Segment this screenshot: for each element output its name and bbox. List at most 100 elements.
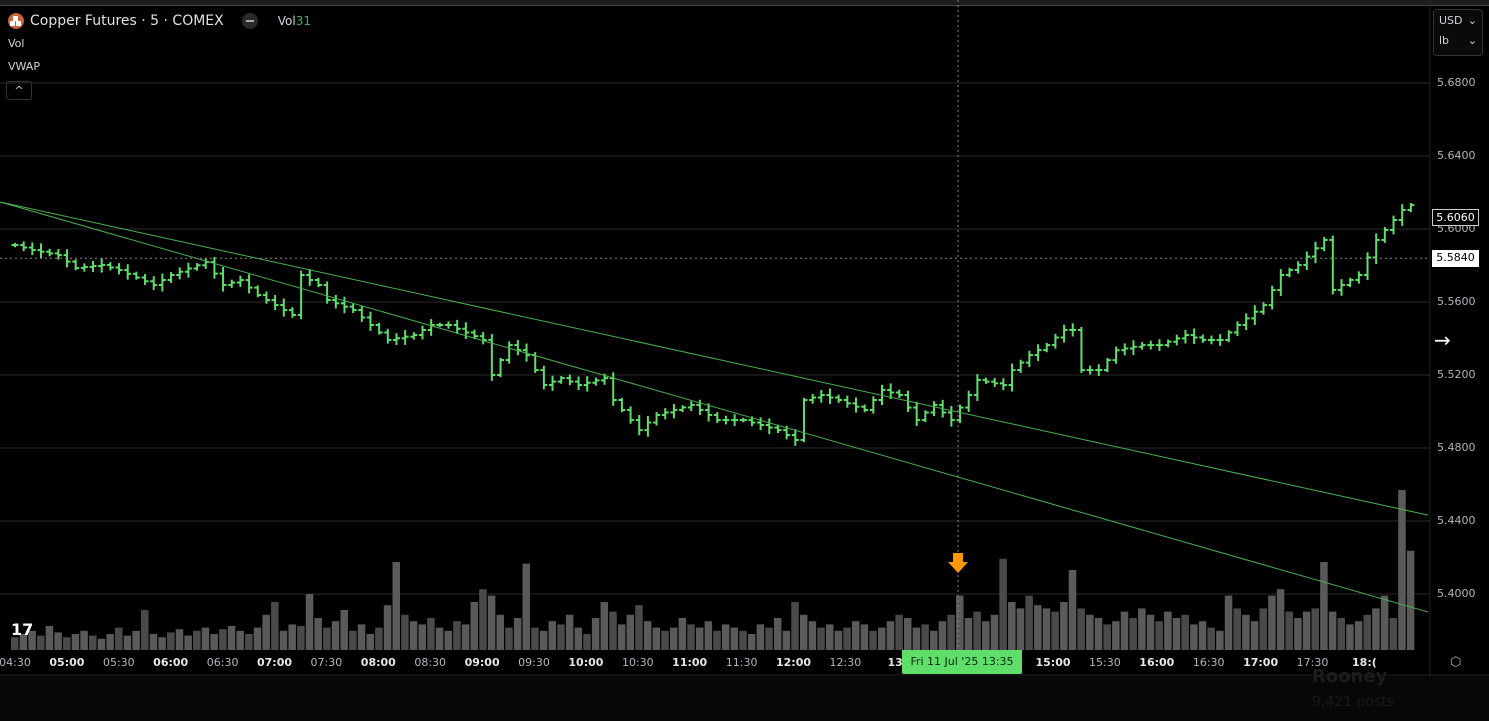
ohlc-bar xyxy=(228,279,236,288)
volume-bar xyxy=(349,630,357,650)
volume-bar xyxy=(739,630,747,650)
ohlc-bar xyxy=(973,374,981,401)
market-status-icon[interactable] xyxy=(241,13,258,29)
time-tick: 06:30 xyxy=(206,656,239,669)
volume-bar xyxy=(366,634,374,650)
volume-bar xyxy=(1077,608,1085,650)
ohlc-bar xyxy=(167,272,175,283)
ohlc-bar xyxy=(1129,340,1137,356)
volume-bar xyxy=(479,589,487,650)
volume-bar xyxy=(1155,621,1163,650)
volume-bar xyxy=(115,627,123,650)
volume-bar xyxy=(1259,608,1267,650)
ohlc-bar xyxy=(1034,344,1042,361)
volume-bar xyxy=(713,630,721,650)
ohlc-bar xyxy=(72,259,80,271)
ohlc-bar xyxy=(1008,363,1016,392)
indicator-vwap[interactable]: VWAP xyxy=(8,60,40,73)
volume-bar xyxy=(97,638,106,650)
scroll-to-realtime-arrow-icon[interactable]: → xyxy=(1434,328,1451,352)
volume-bar xyxy=(175,629,184,650)
ohlc-bar xyxy=(1233,321,1241,337)
ohlc-bar xyxy=(627,406,635,424)
price-tick: 5.5200 xyxy=(1437,368,1476,381)
ohlc-bar xyxy=(575,376,583,391)
settings-gear-icon[interactable]: ⬡ xyxy=(1450,655,1462,670)
volume-bar xyxy=(271,602,279,650)
ohlc-bar xyxy=(661,408,669,420)
volume-bar xyxy=(1294,618,1302,650)
volume-bar xyxy=(279,630,288,650)
volume-bar xyxy=(1354,621,1363,650)
ohlc-bar xyxy=(1355,271,1363,284)
volume-bar xyxy=(1120,611,1129,650)
ohlc-bar xyxy=(63,249,71,268)
volume-bar xyxy=(982,621,990,650)
volume-bar xyxy=(375,627,383,650)
volume-bar xyxy=(1103,624,1111,650)
volume-bar xyxy=(1207,627,1215,650)
time-tick: 07:30 xyxy=(310,656,343,669)
ohlc-bar xyxy=(115,263,123,275)
volume-bar xyxy=(305,594,314,650)
ohlc-bar xyxy=(540,365,548,390)
price-tick: 5.4400 xyxy=(1437,514,1476,527)
price-tick: 5.4800 xyxy=(1437,441,1476,454)
chevron-down-icon: ⌄ xyxy=(1467,14,1477,27)
time-tick: 11:30 xyxy=(725,656,758,669)
ohlc-bar xyxy=(349,303,357,313)
volume-bar xyxy=(860,624,869,650)
price-chart[interactable] xyxy=(0,0,1489,676)
ohlc-bar xyxy=(98,258,106,273)
currency-select[interactable]: USD ⌄ xyxy=(1439,14,1477,34)
volume-bar xyxy=(1129,618,1137,650)
volume-bar xyxy=(1086,614,1094,650)
ohlc-bar xyxy=(514,339,522,356)
volume-bar xyxy=(1224,595,1233,650)
ohlc-bar xyxy=(1147,340,1155,350)
unit-select[interactable]: lb ⌄ xyxy=(1439,34,1477,54)
ohlc-bar xyxy=(141,273,149,285)
ohlc-bar xyxy=(852,397,860,413)
symbol-title[interactable]: Copper Futures · 5 · COMEX xyxy=(30,13,224,29)
volume-bar xyxy=(643,621,652,650)
volume-bar xyxy=(513,618,522,650)
ohlc-bar xyxy=(1051,333,1059,349)
volume-bar xyxy=(565,614,574,650)
unit-selector[interactable]: USD ⌄ lb ⌄ xyxy=(1433,9,1483,56)
volume-bar xyxy=(548,621,557,650)
ohlc-bar xyxy=(150,276,158,291)
ohlc-bar xyxy=(1086,365,1094,375)
volume-bar xyxy=(314,618,322,650)
time-axis[interactable]: 04:30 05:00 05:30 06:00 06:30 07:00 07:30 08:00… xyxy=(0,650,1430,675)
volume-bar xyxy=(626,614,635,650)
ohlc-bar xyxy=(757,417,765,431)
ohlc-bar xyxy=(1242,313,1250,331)
volume-bar xyxy=(773,618,782,650)
volume-bar xyxy=(236,630,244,650)
volume-bar xyxy=(1042,608,1051,650)
ohlc-bar xyxy=(210,256,218,279)
overlay-posts: 9,421 posts xyxy=(1312,694,1395,710)
volume-bar xyxy=(470,602,479,650)
ohlc-bar xyxy=(869,396,877,414)
volume-bar xyxy=(323,627,331,650)
time-tick: 18:( xyxy=(1352,656,1377,669)
ohlc-bar xyxy=(245,274,253,294)
volume-bar xyxy=(904,618,912,650)
ohlc-bar xyxy=(1103,357,1111,373)
volume-bar xyxy=(1008,602,1016,650)
collapse-legend-button[interactable]: ^ xyxy=(6,81,32,100)
volume-bar xyxy=(930,630,938,650)
ohlc-bar xyxy=(410,332,418,340)
ohlc-bar xyxy=(999,378,1007,391)
ohlc-bar xyxy=(445,321,452,329)
ohlc-bar xyxy=(618,397,626,413)
volume-bar xyxy=(1406,550,1415,650)
volume-bar xyxy=(1337,618,1346,650)
tradingview-logo-icon: 17 xyxy=(11,620,34,639)
ohlc-bar xyxy=(895,389,903,398)
indicator-vol[interactable]: Vol xyxy=(8,37,25,50)
price-tick: 5.4000 xyxy=(1437,587,1476,600)
volume-bar xyxy=(444,630,452,650)
